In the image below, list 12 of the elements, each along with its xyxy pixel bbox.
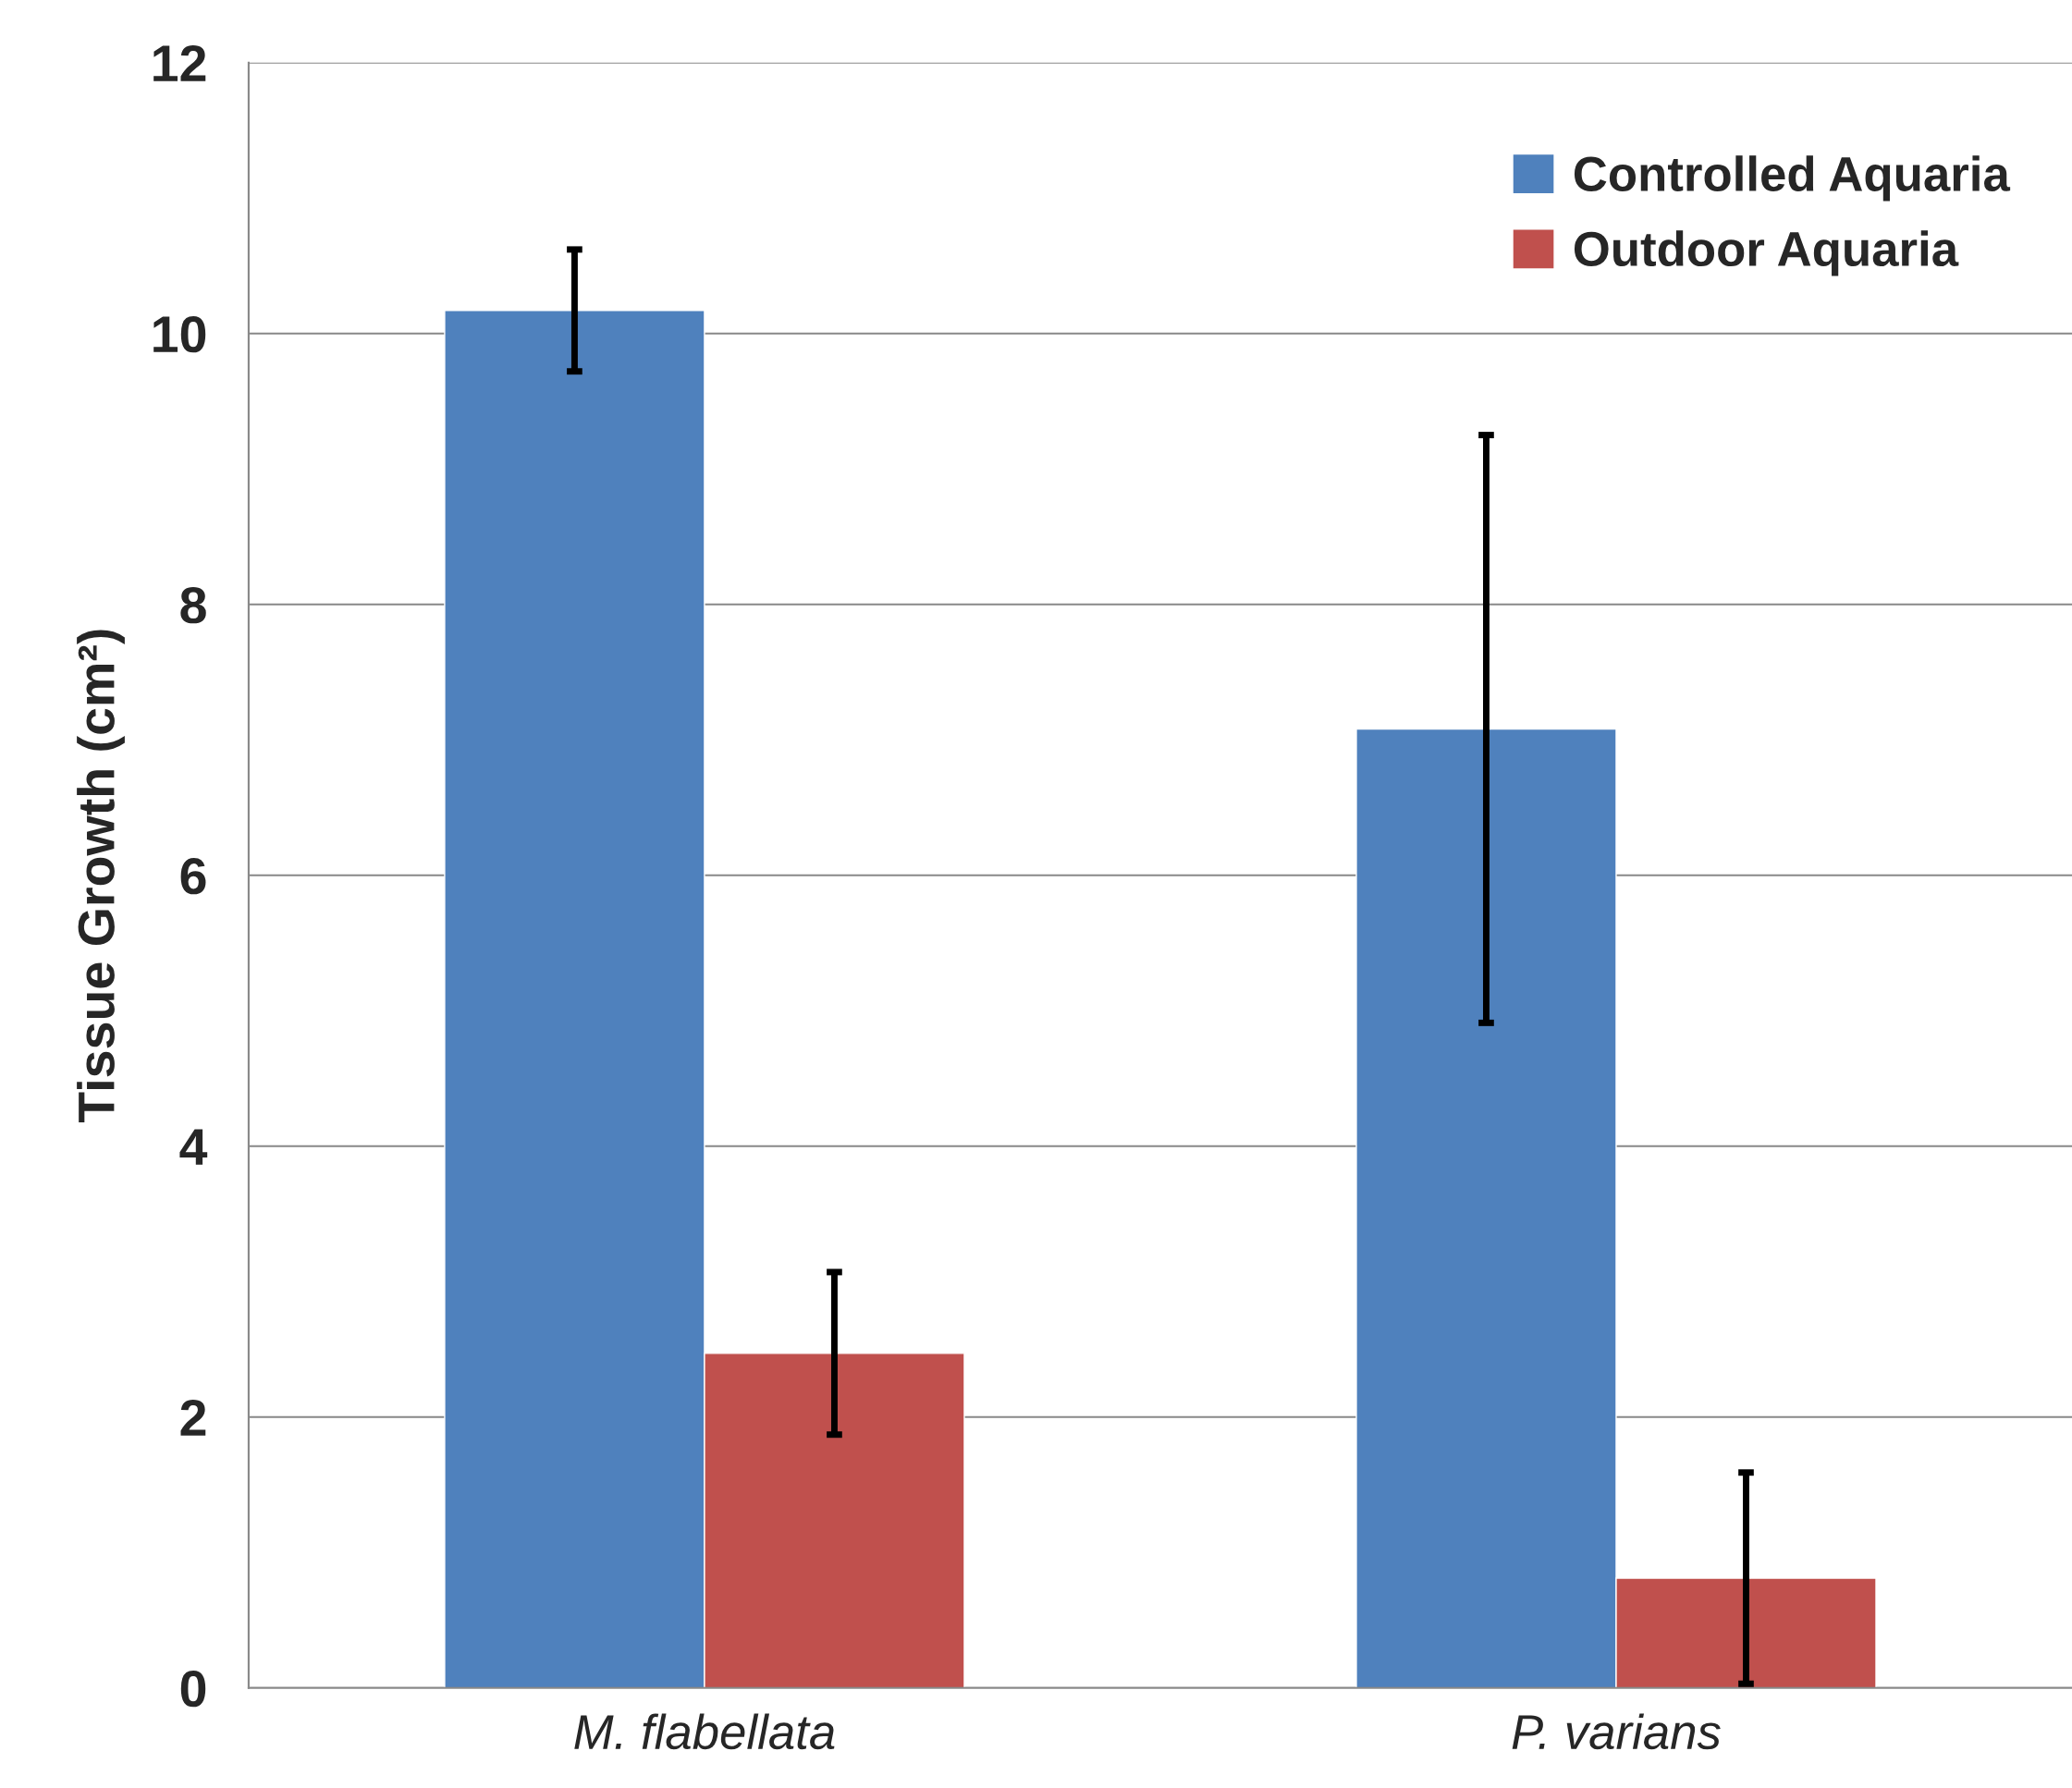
x-tick-label: P. varians — [1512, 1713, 1721, 1750]
x-tick-label: M. flabellata — [574, 1713, 835, 1750]
legend-label: Outdoor Aquaria — [1574, 230, 1959, 276]
y-tick-label: 2 — [180, 1400, 206, 1436]
y-tick-label: 8 — [180, 587, 206, 624]
y-tick-label: 12 — [153, 45, 206, 81]
y-tick-label: 10 — [153, 316, 206, 353]
y-tick-label: 6 — [180, 858, 206, 895]
y-tick-label: 4 — [179, 1129, 208, 1165]
y-axis-title: Tissue Growth (cm²) — [77, 630, 125, 1123]
y-tick-label: 0 — [180, 1671, 206, 1708]
legend-label: Controlled Aquaria — [1574, 155, 2011, 202]
